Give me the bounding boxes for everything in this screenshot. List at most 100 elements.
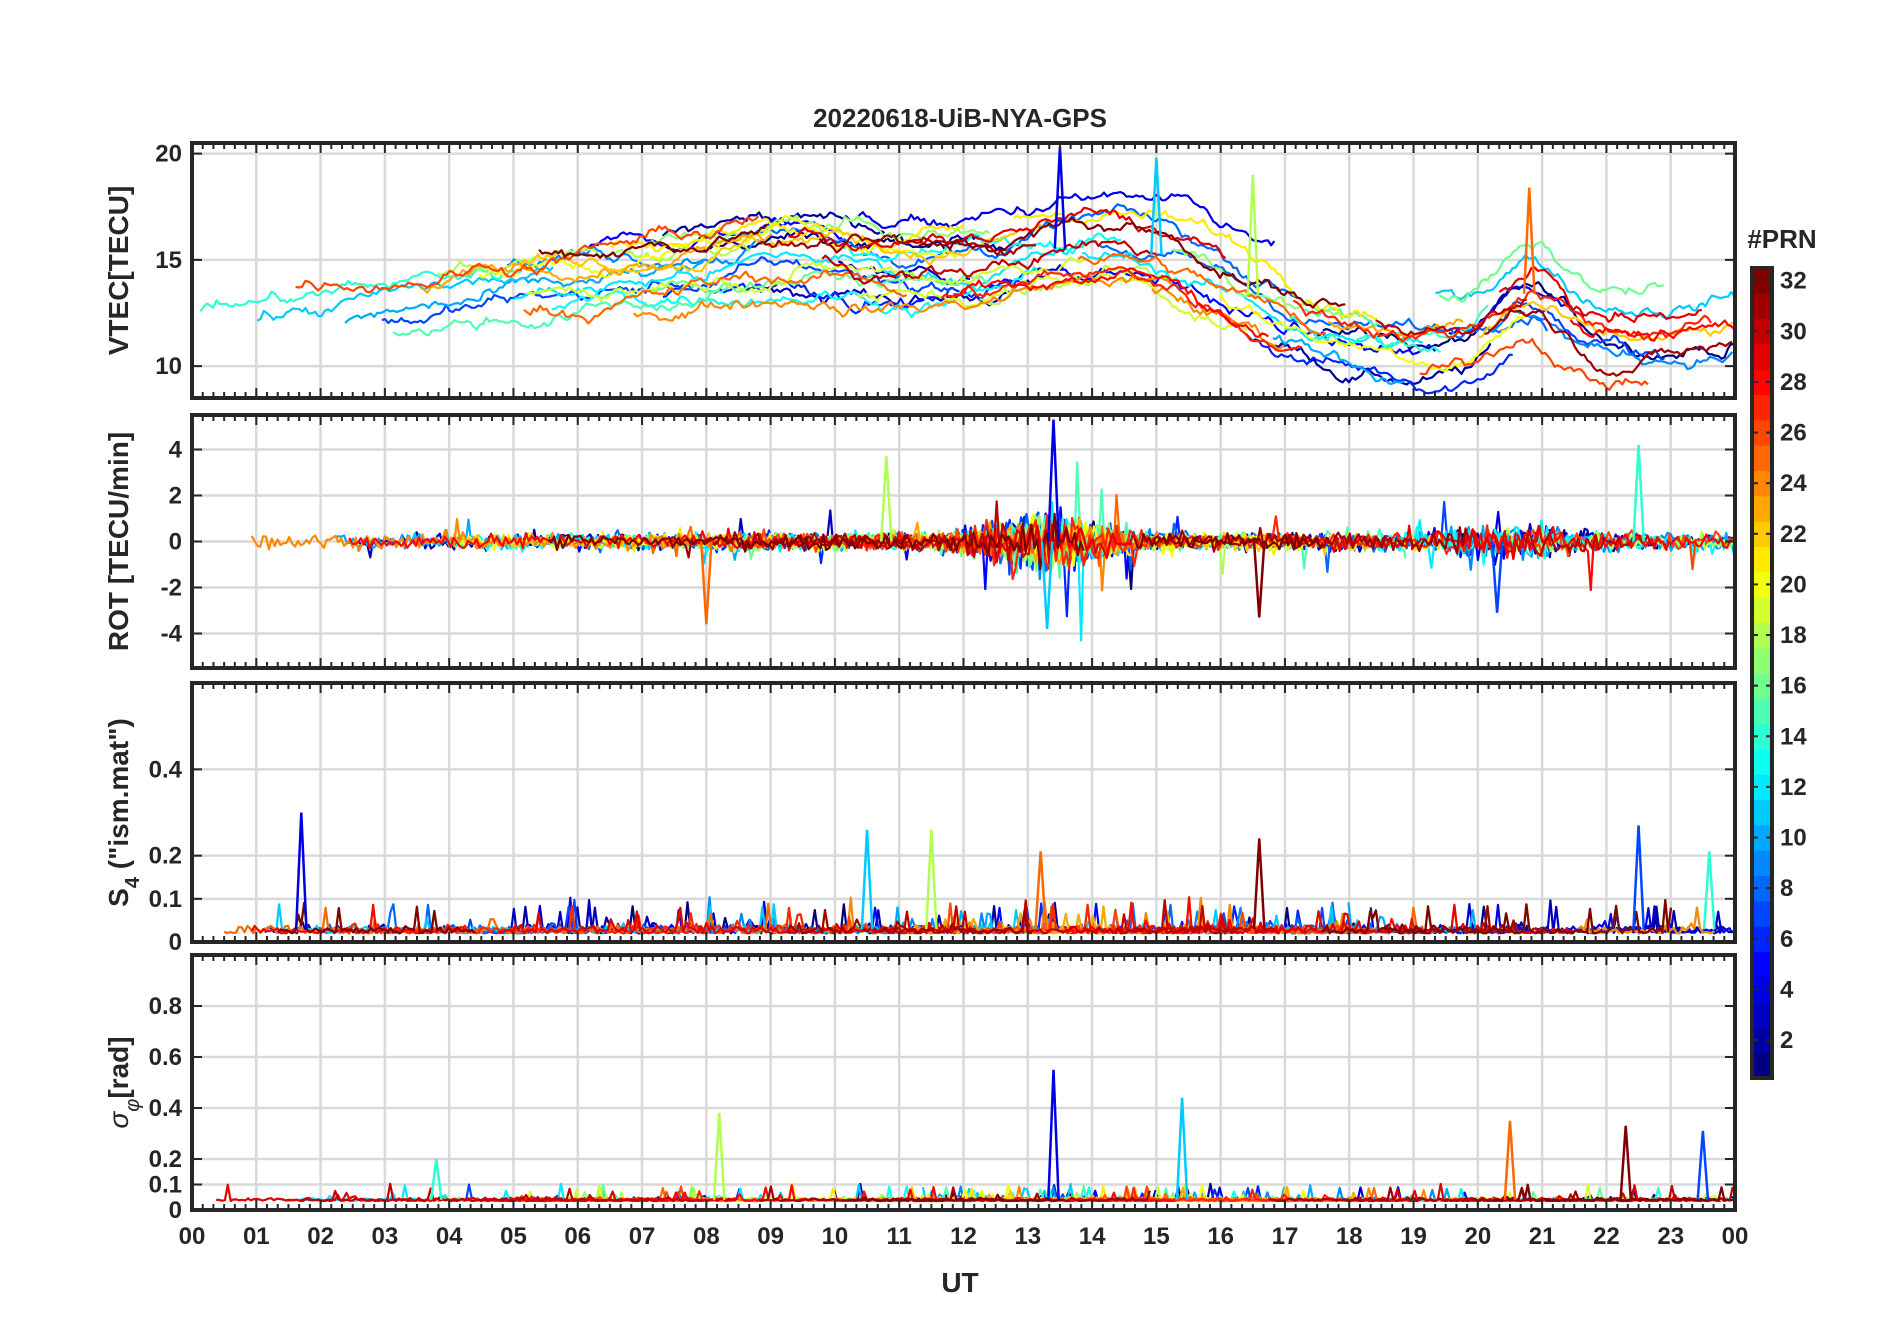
y-tick-label: 0.4 (149, 1095, 183, 1122)
prn-series-line (1419, 338, 1649, 391)
prn-series-line (696, 229, 1007, 253)
peak-spike (712, 1113, 726, 1200)
peak-spike (1252, 541, 1266, 618)
prn-series-line (953, 267, 1269, 338)
chart-title: 20220618-UiB-NYA-GPS (813, 103, 1107, 133)
x-tick-label: 11 (887, 1223, 912, 1250)
colorbar-tick-label: 26 (1780, 420, 1807, 447)
colorbar-segment (1752, 926, 1772, 952)
peak-spike (1252, 838, 1266, 930)
prn-series-line (987, 267, 1436, 356)
prn-series-line (547, 512, 1085, 571)
colorbar-segment (1752, 394, 1772, 421)
colorbar-segment (1752, 647, 1772, 674)
y-tick-label: 2 (169, 483, 182, 510)
prn-series-line (610, 217, 965, 253)
peak-spike (1047, 419, 1060, 542)
prn-series-line (199, 267, 523, 313)
colorbar-frame (1750, 266, 1774, 1080)
prn-series-line (1569, 319, 1735, 342)
prn-series-line (1438, 240, 1665, 303)
x-tick-label: 00 (179, 1223, 206, 1250)
prn-series-line (1081, 251, 1424, 349)
prn-series-line (523, 269, 908, 325)
colorbar-tick-label: 32 (1780, 268, 1807, 295)
colorbar-segment (1752, 1052, 1772, 1079)
x-tick-label: 14 (1079, 1223, 1106, 1250)
colorbar-tick-label: 14 (1780, 723, 1807, 750)
grid-s4 (192, 683, 1735, 942)
y-tick-label: 0.2 (149, 1146, 182, 1173)
x-tick-label: 07 (629, 1223, 656, 1250)
x-tick-label: 18 (1336, 1223, 1363, 1250)
colorbar-segment (1752, 318, 1772, 345)
prn-series-line (855, 191, 1276, 247)
x-tick-label: 22 (1593, 1223, 1620, 1250)
x-tick-label: 13 (1014, 1223, 1041, 1250)
colorbar-tick-label: 8 (1780, 875, 1793, 902)
x-axis-label: UT (941, 1267, 978, 1298)
prn-series-line (1077, 253, 1327, 336)
colorbar-segment (1752, 521, 1772, 547)
x-tick-label: 19 (1400, 1223, 1427, 1250)
y-tick-label: 0 (169, 929, 182, 956)
colorbar-segment (1752, 369, 1772, 396)
prn-series-line (392, 282, 732, 337)
prn-series-line (857, 272, 1248, 332)
y-tick-label: 15 (155, 247, 182, 274)
prn-series-line (513, 239, 1083, 300)
colorbar-tick-label: 20 (1780, 571, 1807, 598)
x-tick-label: 21 (1529, 1223, 1556, 1250)
x-ticks (191, 683, 1736, 943)
colorbar-title: #PRN (1747, 224, 1816, 254)
y-tick-label: 0.6 (149, 1044, 182, 1071)
y-axis-label: σφ[rad] (103, 1036, 144, 1128)
x-tick-label: 05 (500, 1223, 527, 1250)
prn-series-line (1490, 309, 1734, 371)
colorbar-tick-label: 18 (1780, 622, 1807, 649)
colorbar-tick-label: 2 (1780, 1027, 1793, 1054)
series-sigma_phi (216, 1069, 1735, 1203)
prn-series-line (799, 500, 1013, 562)
prn-series-line (1375, 298, 1528, 337)
panel-sigma_phi: 00.10.2 0.4 0.6 0.8σφ[rad] 00 01 02 03 04 05 06 07 0… (103, 953, 1749, 1250)
peak-spike (860, 829, 874, 930)
peak-spike (1632, 825, 1645, 930)
colorbar-segment (1752, 1002, 1772, 1028)
peak-spike (924, 829, 938, 930)
colorbar-segment (1752, 774, 1772, 801)
x-tick-label: 00 (1722, 1223, 1749, 1250)
grid-vtec (192, 143, 1735, 398)
colorbar-tick-label: 12 (1780, 774, 1807, 801)
prn-series-line (300, 1182, 739, 1203)
peak-spike (429, 1158, 443, 1200)
prn-series-line (1484, 308, 1733, 377)
x-tick-label: 15 (1143, 1223, 1170, 1250)
prn-series-line (1152, 526, 1470, 555)
colorbar-segment (1752, 723, 1772, 750)
colorbar-segment (1752, 673, 1772, 699)
prn-series-line (940, 266, 1303, 352)
y-axis-label: S4 ("ism.mat") (103, 718, 144, 907)
x-tick-label: 20 (1464, 1223, 1491, 1250)
prn-series-line (1268, 1186, 1611, 1203)
colorbar-tick-label: 4 (1780, 976, 1794, 1003)
peak-spike (1490, 541, 1504, 613)
colorbar-segment (1752, 470, 1772, 497)
series-s4 (223, 812, 1735, 935)
colorbar-segment (1752, 698, 1772, 725)
colorbar-segment (1752, 900, 1772, 927)
grid-sigma_phi (192, 955, 1735, 1210)
prn-series-line (1523, 529, 1734, 571)
peak-spike (1246, 174, 1260, 296)
x-tick-label: 09 (757, 1223, 784, 1250)
prn-series-line (821, 240, 1157, 285)
prn-series-line (1492, 1183, 1734, 1203)
colorbar-segment (1752, 571, 1772, 598)
panel-vtec: 10 15 20 VTEC[TECU] (103, 141, 1737, 400)
y-tick-label: 0.2 (149, 843, 182, 870)
x-tick-label: 01 (243, 1223, 270, 1250)
colorbar-tick-label: 10 (1780, 825, 1807, 852)
peak-spike (1702, 851, 1716, 930)
